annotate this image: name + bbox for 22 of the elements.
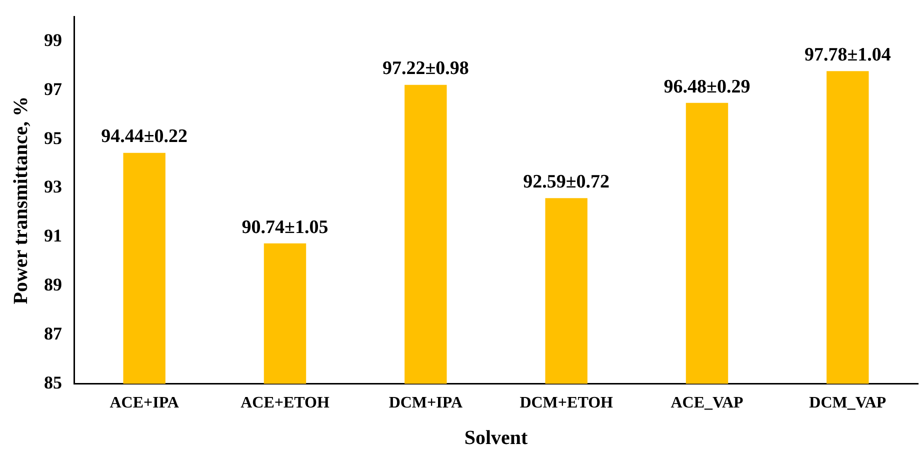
data-label: 97.22±0.98 (382, 58, 469, 80)
data-label: 90.74±1.05 (242, 216, 328, 238)
y-tick-label: 99 (44, 30, 62, 50)
x-axis-title: Solvent (464, 427, 528, 450)
y-tick-label: 97 (44, 78, 62, 99)
y-tick-label: 89 (44, 274, 62, 295)
data-label: 97.78±1.04 (804, 44, 892, 66)
x-tick-label: DCM_VAP (809, 394, 886, 412)
data-label: 96.48±0.29 (664, 76, 750, 98)
data-label: 92.59±0.72 (523, 172, 610, 193)
x-tick-label: ACE_VAP (670, 394, 744, 412)
y-tick-label: 87 (44, 324, 62, 344)
y-axis-title: Power transmittance, % (10, 96, 32, 304)
y-tick-label: 93 (44, 176, 62, 197)
y-tick-label: 95 (44, 128, 62, 148)
x-tick-label: DCM+ETOH (520, 394, 614, 412)
x-tick-label: ACE+IPA (110, 394, 180, 412)
x-tick-label: DCM+IPA (388, 394, 463, 412)
y-tick-label: 85 (44, 372, 62, 392)
x-tick-label: ACE+ETOH (240, 394, 330, 412)
data-label: 94.44±0.22 (101, 126, 188, 148)
y-tick-label: 91 (44, 226, 62, 246)
